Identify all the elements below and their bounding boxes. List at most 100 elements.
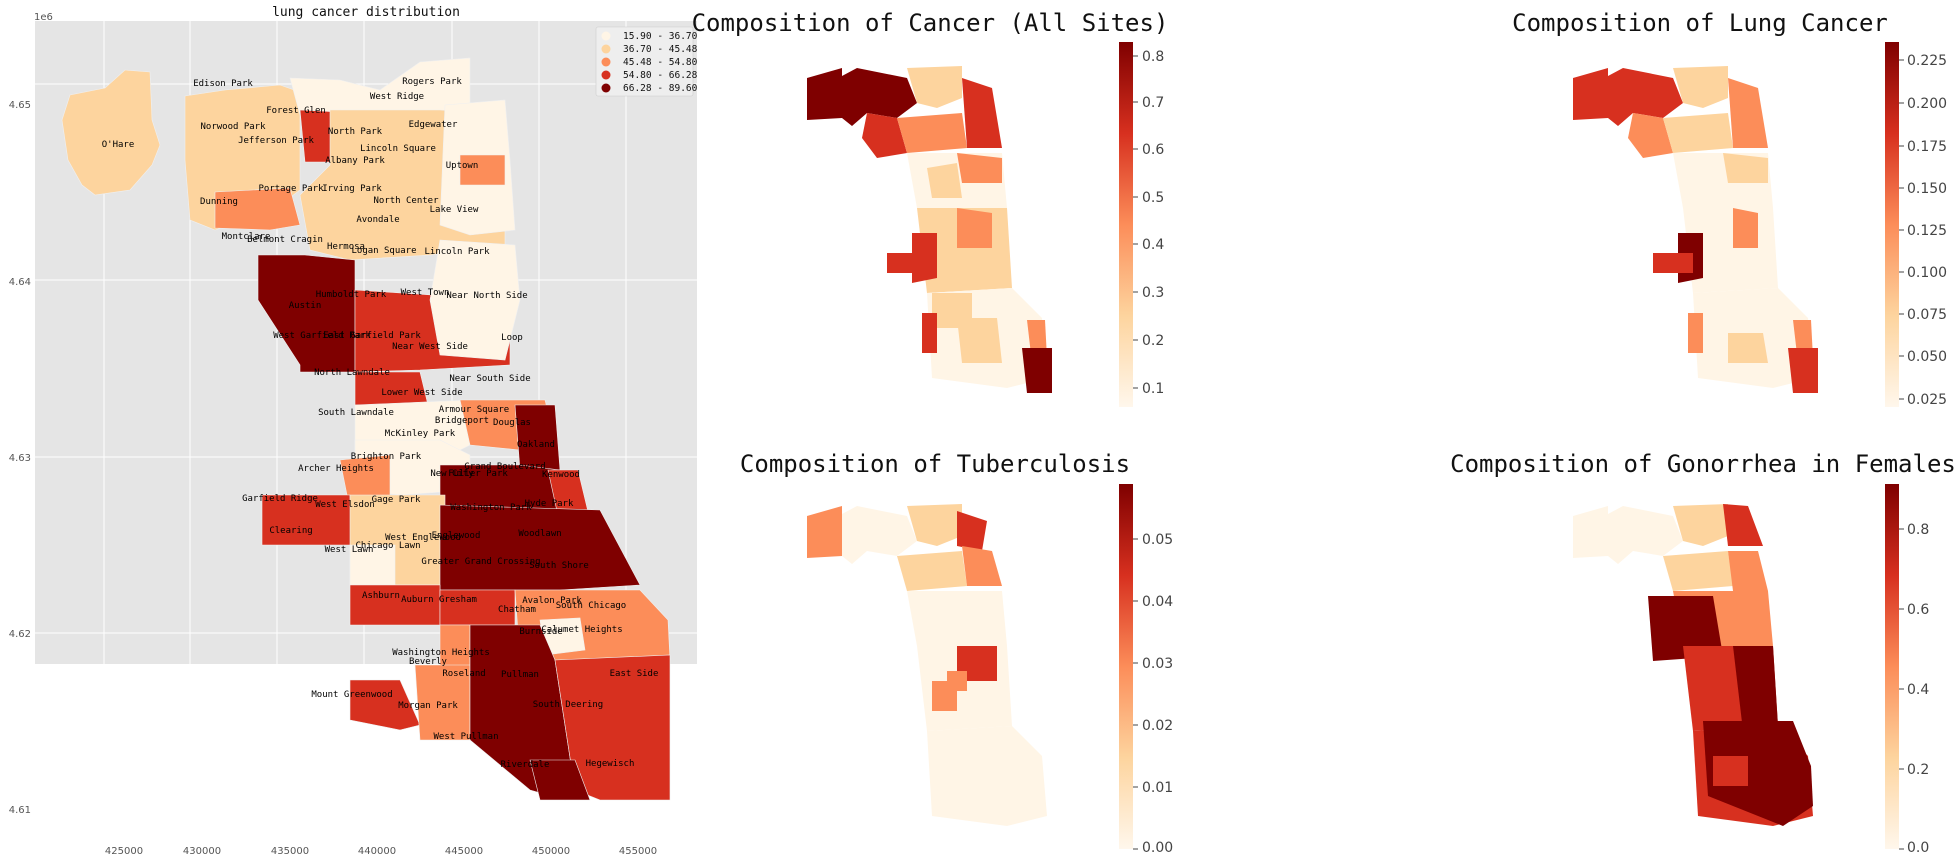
legend-swatch [601, 83, 611, 93]
neighborhood-label: Uptown [446, 161, 479, 171]
neighborhood-label: Greater Grand Crossing [421, 557, 540, 567]
x-tick-label: 450000 [532, 846, 570, 857]
small-map-title: Composition of Tuberculosis [740, 450, 1130, 478]
colorbar-tick-label: 0.6 [1142, 142, 1164, 158]
main-map-regions [61, 57, 671, 801]
colorbar-tick-label: 0.6 [1907, 602, 1929, 618]
x-tick-label: 430000 [183, 846, 221, 857]
main-map-title: lung cancer distribution [272, 5, 460, 20]
neighborhood-label: West Ridge [370, 92, 424, 102]
neighborhood-label: Hyde Park [525, 499, 574, 509]
neighborhood-label: Portage Park [258, 184, 324, 194]
neighborhood-label: East Side [610, 669, 659, 679]
y-axis: 4.65 4.64 4.63 4.62 4.61 [9, 100, 31, 816]
colorbar-tick-label: 0.04 [1142, 594, 1173, 610]
colorbar-tick-label: 0.125 [1907, 223, 1947, 239]
legend-label: 54.80 - 66.28 [623, 70, 698, 81]
neighborhood-label: Chatham [498, 605, 536, 615]
y-tick-label: 4.65 [9, 100, 31, 111]
neighborhood-label: Riverdale [501, 760, 550, 770]
colorbar-tick-label: 0.7 [1142, 95, 1164, 111]
neighborhood-label: Morgan Park [398, 701, 458, 711]
neighborhood-label: Logan Square [351, 246, 416, 256]
colorbar-tick-label: 0.00 [1142, 840, 1173, 856]
colorbar-tick-label: 0.2 [1142, 333, 1164, 349]
neighborhood-label: Beverly [409, 657, 448, 667]
colorbar [1119, 42, 1133, 407]
small-map-regions [807, 504, 1047, 826]
legend-label: 36.70 - 45.48 [623, 44, 698, 55]
neighborhood-label: Auburn Gresham [401, 595, 477, 605]
small-map-regions [1573, 66, 1818, 393]
neighborhood-label: Hermosa [327, 242, 365, 252]
legend-label: 15.90 - 36.70 [623, 31, 698, 42]
colorbar [1885, 484, 1899, 849]
colorbar-ticks: 0.8 0.7 0.6 0.5 0.4 0.3 0.2 0.1 [1133, 49, 1164, 397]
x-axis: 425000 430000 435000 440000 445000 45000… [105, 846, 657, 857]
colorbar [1119, 484, 1133, 849]
neighborhood-label: Burnside [519, 627, 562, 637]
neighborhood-label: South Chicago [556, 601, 626, 611]
neighborhood-label: Lincoln Park [424, 247, 490, 257]
neighborhood-label: Jefferson Park [238, 136, 314, 146]
neighborhood-label: Brighton Park [351, 452, 422, 462]
small-map-gonorrhea-females: Composition of Gonorrhea in Females 0.8 … [1450, 450, 1956, 856]
y-tick-label: 4.62 [9, 629, 31, 640]
neighborhood-label: Avalon Park [522, 596, 582, 606]
neighborhood-label: North Park [328, 127, 383, 137]
neighborhood-label: Woodlawn [518, 529, 561, 539]
legend-label: 45.48 - 54.80 [623, 57, 698, 68]
neighborhood-label: Clearing [269, 526, 312, 536]
neighborhood-label: Chicago Lawn [355, 541, 420, 551]
colorbar-ticks: 0.8 0.6 0.4 0.2 0.0 [1899, 522, 1929, 856]
neighborhood-label: West Lawn [325, 545, 374, 555]
neighborhood-label: Kenwood [542, 470, 580, 480]
neighborhood-label: Lake View [430, 205, 479, 215]
colorbar-tick-label: 0.150 [1907, 181, 1947, 197]
neighborhood-labels: Rogers Park Edison Park West Ridge O'Hare Fo… [102, 77, 659, 770]
x-tick-label: 445000 [445, 846, 483, 857]
neighborhood-label: Bridgeport [435, 416, 489, 426]
colorbar-ticks: 0.225 0.200 0.175 0.150 0.125 0.100 0.07… [1899, 53, 1947, 408]
colorbar-tick-label: 0.3 [1142, 285, 1164, 301]
colorbar-tick-label: 0.025 [1907, 392, 1947, 408]
colorbar-tick-label: 0.225 [1907, 53, 1947, 69]
colorbar-tick-label: 0.100 [1907, 265, 1947, 281]
neighborhood-label: New City [430, 469, 474, 479]
neighborhood-label: South Lawndale [318, 408, 394, 418]
x-tick-label: 435000 [271, 846, 309, 857]
colorbar-tick-label: 0.02 [1142, 718, 1173, 734]
neighborhood-label: Washington Park [450, 503, 532, 513]
neighborhood-label: South Shore [529, 561, 589, 571]
neighborhood-label: Mount Greenwood [311, 690, 392, 700]
neighborhood-label: North Lawndale [314, 368, 390, 378]
neighborhood-label: Montclare [222, 232, 271, 242]
colorbar-tick-label: 0.8 [1907, 522, 1929, 538]
neighborhood-label: Calumet Heights [541, 625, 622, 635]
colorbar-tick-label: 0.200 [1907, 96, 1947, 112]
neighborhood-label: East Garfield Park [323, 331, 421, 341]
neighborhood-label: Garfield Ridge [242, 494, 318, 504]
neighborhood-label: West Englewood [385, 533, 461, 543]
colorbar-tick-label: 0.0 [1907, 840, 1929, 856]
legend-label: 66.28 - 89.60 [623, 83, 698, 94]
neighborhood-label: Austin [289, 301, 322, 311]
neighborhood-label: Near North Side [446, 291, 527, 301]
neighborhood-label: Archer Heights [298, 464, 374, 474]
small-map-tuberculosis: Composition of Tuberculosis 0.05 0.04 0.… [740, 450, 1173, 856]
small-map-regions [1573, 504, 1813, 826]
neighborhood-label: Near South Side [449, 374, 530, 384]
neighborhood-label: Norwood Park [200, 122, 266, 132]
neighborhood-label: Edgewater [409, 120, 458, 130]
colorbar-tick-label: 0.050 [1907, 349, 1947, 365]
colorbar-tick-label: 0.03 [1142, 656, 1173, 672]
neighborhood-label: Roseland [442, 669, 485, 679]
neighborhood-label: Forest Glen [266, 106, 326, 116]
colorbar-tick-label: 0.5 [1142, 190, 1164, 206]
neighborhood-label: Hegewisch [586, 759, 635, 769]
neighborhood-label: Humboldt Park [316, 290, 387, 300]
neighborhood-label: West Pullman [433, 732, 498, 742]
neighborhood-label: West Elsdon [315, 500, 375, 510]
x-tick-label: 425000 [105, 846, 143, 857]
